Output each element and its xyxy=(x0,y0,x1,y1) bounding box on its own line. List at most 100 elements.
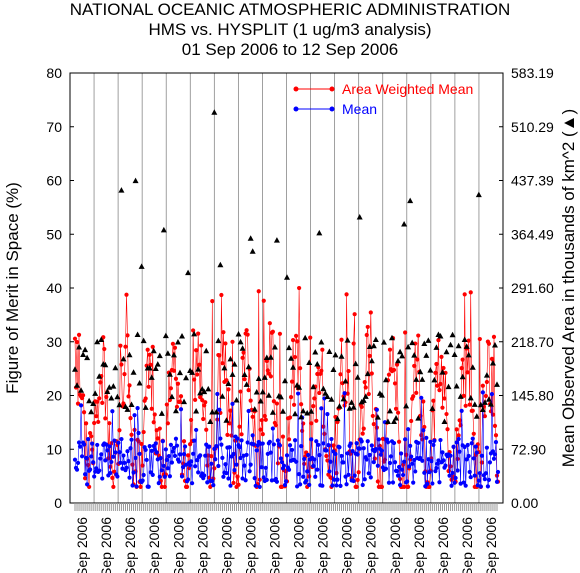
area-weighted-mean-point xyxy=(375,479,380,484)
mean-point xyxy=(424,435,429,440)
observed-area-point xyxy=(245,363,252,370)
observed-area-point xyxy=(312,348,319,355)
area-weighted-mean-point xyxy=(411,394,416,399)
observed-area-point xyxy=(296,384,303,390)
mean-point xyxy=(240,476,245,481)
mean-point xyxy=(110,409,115,414)
mean-point xyxy=(78,403,84,408)
mean-point xyxy=(268,450,273,455)
mean-point xyxy=(378,452,383,457)
observed-area-point xyxy=(439,369,446,375)
observed-area-point xyxy=(427,367,434,373)
mean-point xyxy=(227,445,232,450)
x-tick-label: Sep 2006 xyxy=(459,517,475,573)
area-weighted-mean-point xyxy=(102,346,107,352)
mean-point xyxy=(277,443,283,448)
area-weighted-mean-point xyxy=(171,368,177,373)
area-weighted-mean-point xyxy=(275,461,281,466)
mean-point xyxy=(321,441,326,446)
area-weighted-mean-point xyxy=(291,402,297,407)
mean-point xyxy=(112,438,117,443)
area-weighted-mean-point xyxy=(82,476,88,481)
mean-point xyxy=(198,453,203,458)
mean-point xyxy=(299,444,304,449)
mean-point xyxy=(117,450,122,455)
mean-point xyxy=(119,436,124,442)
area-weighted-mean-point xyxy=(415,357,420,362)
area-weighted-mean-point xyxy=(202,403,207,408)
observed-area-point xyxy=(425,337,432,343)
mean-point xyxy=(231,451,236,457)
area-weighted-mean-point xyxy=(219,292,224,298)
mean-point xyxy=(371,459,376,465)
mean-point xyxy=(313,474,318,479)
mean-point xyxy=(150,472,155,477)
mean-point xyxy=(217,407,222,412)
mean-point xyxy=(213,457,218,462)
area-weighted-mean-point xyxy=(100,400,105,405)
area-weighted-mean-point xyxy=(177,399,183,404)
mean-point xyxy=(223,462,228,467)
area-weighted-mean-point xyxy=(97,396,102,401)
mean-point xyxy=(485,484,491,489)
area-weighted-mean-point xyxy=(439,354,444,360)
area-weighted-mean-point xyxy=(365,324,370,330)
mean-point xyxy=(301,474,306,479)
observed-area-point xyxy=(467,394,474,401)
mean-point xyxy=(305,469,310,474)
area-weighted-mean-point xyxy=(421,399,426,404)
observed-area-point xyxy=(445,383,452,390)
observed-area-point xyxy=(481,399,488,405)
mean-point xyxy=(289,447,295,453)
observed-area-point xyxy=(429,405,436,411)
y-axis-title: Figure of Merit in Space (%) xyxy=(3,182,22,394)
legend: Area Weighted Mean Mean xyxy=(293,81,473,117)
mean-point xyxy=(179,474,185,479)
mean-point xyxy=(121,453,126,458)
area-weighted-mean-point xyxy=(258,427,263,432)
mean-point xyxy=(173,436,179,441)
mean-point xyxy=(183,462,189,467)
mean-point xyxy=(332,477,337,482)
area-weighted-mean-point xyxy=(208,484,213,489)
mean-point xyxy=(436,458,441,463)
mean-point xyxy=(250,433,255,438)
area-weighted-mean-point xyxy=(226,387,231,392)
mean-point xyxy=(105,448,110,453)
observed-area-point xyxy=(340,395,347,402)
mean-point xyxy=(394,468,400,474)
observed-area-point xyxy=(166,371,173,377)
area-weighted-mean-point xyxy=(286,437,292,442)
mean-point xyxy=(72,457,78,462)
area-weighted-mean-point xyxy=(228,408,233,413)
mean-point xyxy=(419,395,424,400)
area-weighted-mean-point xyxy=(371,421,376,427)
mean-point xyxy=(471,456,476,461)
area-weighted-mean-point xyxy=(172,345,178,350)
area-weighted-mean-point xyxy=(387,347,393,352)
area-weighted-mean-point xyxy=(170,341,176,346)
mean-point xyxy=(409,454,414,459)
observed-area-point xyxy=(453,382,460,389)
mean-point xyxy=(361,446,366,451)
mean-point xyxy=(219,442,224,447)
mean-point xyxy=(136,430,141,436)
observed-area-point xyxy=(417,368,424,375)
mean-point xyxy=(242,463,247,468)
observed-area-point xyxy=(288,355,295,361)
y2-tick-label: 0.00 xyxy=(511,495,538,511)
area-weighted-mean-point xyxy=(289,379,295,384)
area-weighted-mean-point xyxy=(490,412,496,417)
area-weighted-mean-point xyxy=(242,377,247,382)
observed-area-point xyxy=(475,191,482,198)
mean-point xyxy=(342,391,347,396)
area-weighted-mean-point xyxy=(434,361,439,367)
mean-point xyxy=(264,477,269,483)
area-weighted-mean-point xyxy=(367,353,372,359)
mean-point xyxy=(211,482,216,488)
mean-point xyxy=(473,444,478,449)
mean-point xyxy=(124,465,129,470)
mean-point xyxy=(477,471,482,476)
area-weighted-mean-point xyxy=(277,331,283,336)
